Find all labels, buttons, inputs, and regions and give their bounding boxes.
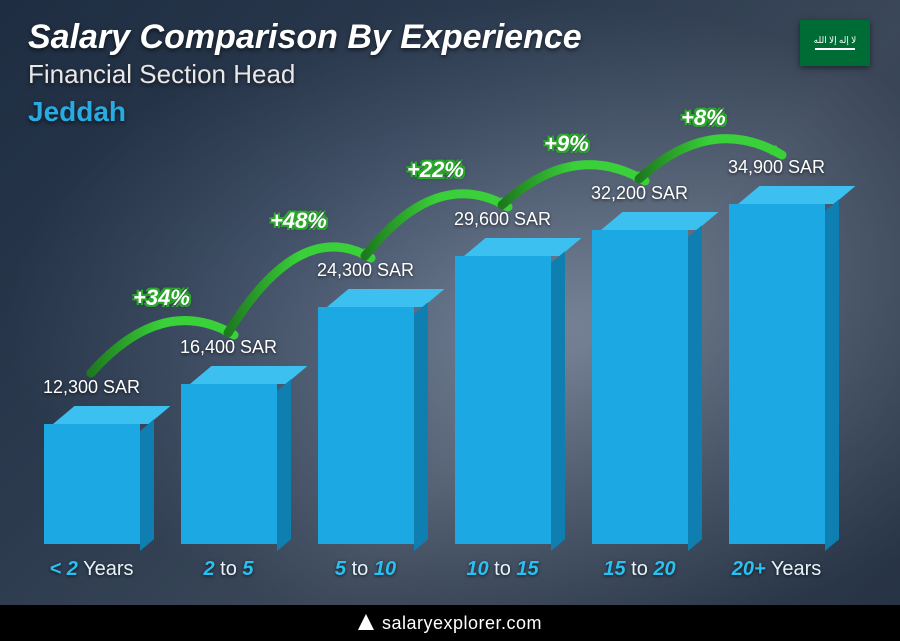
bar [729,186,825,544]
bar-category-label: < 2 Years [50,558,134,581]
delta-label: +34% [133,285,190,311]
bar-value-label: 29,600 SAR [454,209,551,230]
bar [455,238,551,544]
bar-slot: 32,200 SAR 15 to 20 [576,183,703,581]
bar-front-face [318,307,414,544]
bar-chart: 12,300 SAR < 2 Years 16,400 SAR 2 to 5 24,30… [28,111,840,581]
bar-side-face [414,302,428,551]
bar-front-face [455,256,551,544]
bar [592,212,688,544]
bar-slot: 29,600 SAR 10 to 15 [439,209,566,581]
bar [318,289,414,544]
bar-category-label: 15 to 20 [603,558,675,581]
bar-front-face [729,204,825,544]
bar-value-label: 34,900 SAR [728,157,825,178]
bar-side-face [551,251,565,551]
bar-category-label: 5 to 10 [335,558,396,581]
bar-slot: 24,300 SAR 5 to 10 [302,260,429,581]
bar-category-label: 2 to 5 [203,558,253,581]
delta-label: +8% [681,105,726,131]
delta-label: +9% [544,131,589,157]
bar-side-face [688,225,702,551]
footer-logo-icon [358,614,374,630]
footer: salaryexplorer.com [0,605,900,641]
bar-side-face [140,419,154,551]
bar-value-label: 32,200 SAR [591,183,688,204]
bar-category-label: 10 to 15 [466,558,538,581]
bar-side-face [825,199,839,551]
delta-label: +22% [407,157,464,183]
bar [44,406,140,544]
delta-label: +48% [270,208,327,234]
bar-slot: 12,300 SAR < 2 Years [28,377,155,581]
bar-slot: 16,400 SAR 2 to 5 [165,337,292,581]
chart-title: Salary Comparison By Experience [28,18,582,57]
bar-front-face [181,384,277,544]
bar-side-face [277,379,291,551]
country-flag: لا إله إلا الله [800,20,870,66]
chart-subtitle: Financial Section Head [28,59,582,90]
bar-value-label: 16,400 SAR [180,337,277,358]
bar-front-face [44,424,140,544]
footer-text: salaryexplorer.com [382,613,542,634]
bar-category-label: 20+ Years [732,558,822,581]
bar-value-label: 24,300 SAR [317,260,414,281]
bar-front-face [592,230,688,544]
bar-slot: 34,900 SAR 20+ Years [713,157,840,581]
bar-value-label: 12,300 SAR [43,377,140,398]
bar [181,366,277,544]
